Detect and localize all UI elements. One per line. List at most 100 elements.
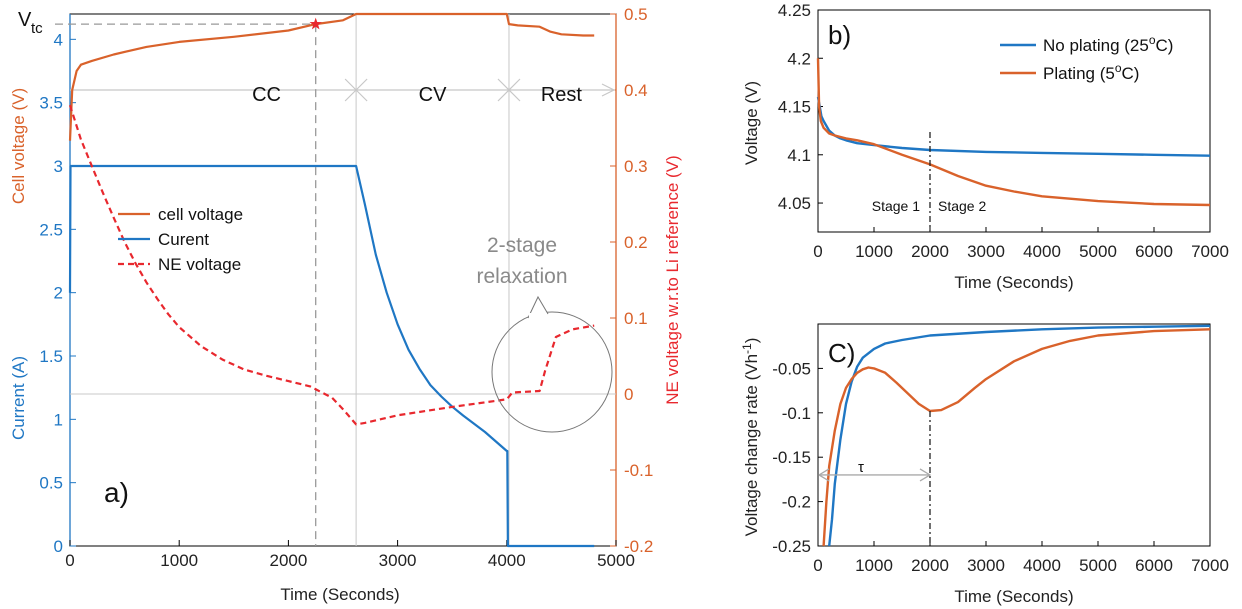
panel-a-annotation-pointer	[527, 295, 549, 319]
panel-a-y-left-tick-label: 1.5	[39, 347, 63, 366]
panel-a-phase-arrowhead	[601, 83, 616, 97]
panel-c-y-tick-label: -0.25	[772, 537, 811, 556]
panel-b-legend-text: No plating (25	[1043, 36, 1149, 55]
panel-b-x-tick-label: 4000	[1023, 242, 1061, 261]
panel-c-y-label-tail: )	[742, 338, 761, 344]
panel-b-x-axis-label: Time (Seconds)	[954, 273, 1073, 292]
panel-b-x-tick-label: 5000	[1079, 242, 1117, 261]
panel-a-legend-label: cell voltage	[158, 205, 243, 224]
panel-b-y-tick-label: 4.2	[787, 49, 811, 68]
panel-b-y-tick-label: 4.1	[787, 146, 811, 165]
panel-a-legend-label: Curent	[158, 230, 209, 249]
panel-c-y-label-superscript: -1	[740, 343, 754, 354]
panel-b-x-tick-label: 1000	[855, 242, 893, 261]
panel-c-label: C)	[828, 338, 855, 368]
panel-a-y-right-tick-label: 0	[624, 385, 633, 404]
panel-b-legend-degree: o	[1115, 61, 1122, 75]
panel-b-x-tick-label: 2000	[911, 242, 949, 261]
panel-a-phase-label: CC	[252, 84, 281, 106]
panel-c-x-tick-label: 0	[813, 556, 822, 575]
panel-a-legend-label: NE voltage	[158, 255, 241, 274]
panel-b-legend-tail: C)	[1156, 36, 1174, 55]
panel-a-annotation-text: 2-stage	[487, 234, 557, 257]
panel-c-y-tick-label: -0.05	[772, 359, 811, 378]
panel-b-stage2-label: Stage 2	[938, 198, 986, 214]
panel-a-x-tick-label: 1000	[160, 551, 198, 570]
panel-b-x-tick-label: 7000	[1191, 242, 1229, 261]
panel-a-y-left-tick-label: 3	[54, 157, 63, 176]
panel-a-phase-label: Rest	[541, 84, 583, 106]
panel-a-y-right-tick-label: 0.5	[624, 5, 648, 24]
panel-c-tau-arrow-right	[919, 468, 932, 482]
panel-c-tau-arrow-left	[817, 468, 830, 482]
panel-a-y-right-tick-label: 0.1	[624, 309, 648, 328]
panel-a-x-tick-label: 0	[65, 551, 74, 570]
panel-b-y-tick-label: 4.15	[778, 98, 811, 117]
panel-b-series-plating	[816, 58, 1211, 207]
panel-a-y-left-tick-label: 2	[54, 284, 63, 303]
panel-a-label: a)	[104, 477, 129, 508]
panel-a-vtc-subscript: tc	[31, 20, 43, 37]
panel-a-x-tick-label: 4000	[488, 551, 526, 570]
panel-c-series-plating	[822, 328, 1211, 547]
panel-a-x-axis-label: Time (Seconds)	[280, 585, 399, 604]
panel-c-y-tick-label: -0.1	[782, 404, 811, 423]
panel-c-y-tick-label: -0.15	[772, 448, 811, 467]
panel-a-phase-x-mark	[497, 78, 521, 102]
panel-b-frame	[817, 9, 1211, 233]
panel-c-y-tick-label: -0.2	[782, 493, 811, 512]
panel-a-y-right-tick-label: -0.1	[624, 461, 653, 480]
panel-a-y-left-tick-label: 3.5	[39, 94, 63, 113]
panel-a-series-curent	[68, 164, 595, 548]
panel-a-y-right-tick-label: 0.4	[624, 81, 648, 100]
panel-b-legend-tail: C)	[1122, 64, 1140, 83]
panel-a-vtc-star	[309, 17, 322, 30]
panel-a-y-right-tick-label: 0.2	[624, 233, 648, 252]
panel-a-y-label-current: Current (A)	[9, 356, 28, 440]
panel-b-y-tick-label: 4.05	[778, 194, 811, 213]
panel-c-x-tick-label: 4000	[1023, 556, 1061, 575]
panel-b-legend-label: No plating (25oC)	[1043, 33, 1173, 55]
panel-b-legend-label: Plating (5oC)	[1043, 61, 1139, 83]
panel-b-legend-degree: o	[1149, 33, 1156, 47]
panel-b: 0 1000 2000 3000 4000 5000 6000 7000 4.05 4.1 4.15…	[742, 1, 1229, 292]
panel-c-x-tick-label: 7000	[1191, 556, 1229, 575]
panel-b-stage1-label: Stage 1	[872, 198, 920, 214]
panel-a-y-left-tick-label: 2.5	[39, 220, 63, 239]
panel-a-y-label-right: NE voltage w.r.to Li reference (V)	[663, 155, 682, 404]
panel-a-vtc-label: V	[18, 9, 32, 31]
panel-b-y-axis-label: Voltage (V)	[742, 81, 761, 165]
panel-a-y-right-tick-label: -0.2	[624, 537, 653, 556]
panel-c-x-tick-label: 2000	[911, 556, 949, 575]
panel-b-legend-text: Plating (5	[1043, 64, 1115, 83]
panel-c-x-tick-label: 3000	[967, 556, 1005, 575]
panel-b-label: b)	[828, 20, 851, 50]
panel-b-y-tick-label: 4.25	[778, 1, 811, 20]
panel-c-tau-label: τ	[858, 459, 864, 476]
panel-b-series-no-plating	[816, 96, 1211, 157]
panel-a-annotation-text: relaxation	[476, 265, 567, 288]
panel-a-x-tick-label: 5000	[597, 551, 635, 570]
panel-c-y-label-text: Voltage change rate (Vh	[742, 354, 761, 536]
panel-c-x-tick-label: 6000	[1135, 556, 1173, 575]
panel-a-y-left-tick-label: 0	[54, 537, 63, 556]
panel-c: 0 1000 2000 3000 4000 5000 6000 7000 -0.25 -0.2 -0…	[740, 323, 1229, 606]
panel-b-x-tick-label: 0	[813, 242, 822, 261]
panel-a-x-tick-label: 3000	[379, 551, 417, 570]
panel-a-y-label-voltage: Cell voltage (V)	[9, 88, 28, 204]
panel-c-y-axis-label: Voltage change rate (Vh-1)	[740, 338, 761, 537]
panel-a-annotation-pointer-mask	[529, 313, 547, 319]
panel-c-series-no-plating	[828, 324, 1211, 547]
panel-a-x-tick-label: 2000	[269, 551, 307, 570]
panel-b-x-tick-label: 6000	[1135, 242, 1173, 261]
panel-a-series-cell-voltage	[68, 12, 595, 141]
panel-c-x-tick-label: 5000	[1079, 556, 1117, 575]
panel-c-x-axis-label: Time (Seconds)	[954, 587, 1073, 606]
panel-c-frame	[817, 323, 1211, 547]
panel-a-y-left-tick-label: 0.5	[39, 474, 63, 493]
panel-a-phase-label: CV	[419, 84, 447, 106]
panel-a-phase-x-mark	[344, 78, 368, 102]
panel-a-y-left-tick-label: 1	[54, 410, 63, 429]
panel-c-x-tick-label: 1000	[855, 556, 893, 575]
